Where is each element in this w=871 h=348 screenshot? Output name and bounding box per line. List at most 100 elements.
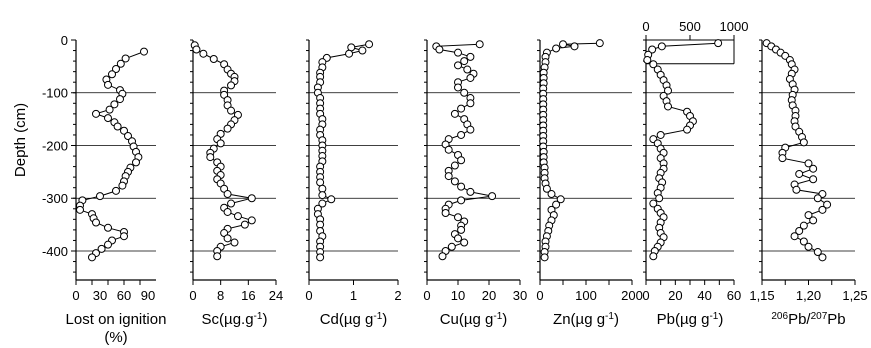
data-point bbox=[466, 187, 475, 196]
x-tick-label: 0 bbox=[423, 288, 430, 303]
data-point bbox=[460, 57, 469, 66]
data-point bbox=[206, 153, 215, 162]
data-point bbox=[435, 45, 444, 54]
axis-title-text: ) bbox=[262, 311, 267, 328]
x-tick-label: 60 bbox=[727, 288, 741, 303]
data-point bbox=[466, 99, 475, 108]
data-point bbox=[809, 164, 818, 173]
data-point bbox=[823, 200, 832, 209]
y-tick-label: 0 bbox=[61, 33, 68, 48]
data-point bbox=[791, 122, 800, 131]
data-point bbox=[108, 70, 116, 79]
axis-title-text: ) bbox=[614, 311, 619, 328]
data-point bbox=[804, 211, 813, 220]
data-point bbox=[76, 205, 84, 214]
data-point bbox=[199, 49, 208, 58]
x-tick-label: 0 bbox=[536, 288, 543, 303]
data-point bbox=[118, 181, 127, 190]
data-point bbox=[466, 52, 475, 61]
data-point bbox=[813, 194, 822, 203]
data-point bbox=[450, 177, 459, 186]
data-point bbox=[112, 65, 120, 74]
data-point bbox=[595, 39, 604, 48]
data-point bbox=[441, 209, 450, 218]
data-point bbox=[97, 244, 106, 253]
data-point bbox=[649, 199, 658, 208]
data-point bbox=[457, 156, 466, 165]
x-tick-label: 0 bbox=[642, 288, 649, 303]
x-tick-label: 16 bbox=[241, 288, 255, 303]
x-axis-title: Cu(µg g-1) bbox=[440, 311, 508, 329]
data-point bbox=[140, 47, 148, 56]
data-point bbox=[488, 192, 497, 201]
data-point bbox=[104, 240, 112, 249]
data-point bbox=[113, 122, 122, 131]
data-point bbox=[475, 40, 484, 49]
data-point bbox=[233, 212, 242, 221]
data-point bbox=[444, 145, 453, 154]
axis-title-text: Cu(µg g bbox=[440, 311, 494, 328]
data-point bbox=[570, 42, 579, 51]
data-point bbox=[683, 125, 692, 134]
axis-title-text: Lost on ignition bbox=[66, 311, 167, 328]
x-tick-label: 40 bbox=[697, 288, 711, 303]
data-point bbox=[365, 40, 374, 49]
data-point bbox=[105, 105, 114, 114]
panel-1: 0 30 60 90 Lost on ignition(%) bbox=[66, 39, 167, 346]
x-tick-label: 30 bbox=[93, 288, 107, 303]
data-point bbox=[795, 169, 804, 178]
axis-title-sup: 207 bbox=[811, 311, 828, 322]
axis-title-text: ) bbox=[382, 311, 387, 328]
data-point bbox=[192, 45, 201, 54]
data-point bbox=[457, 182, 466, 191]
x-axis-title: 206Pb/207Pb bbox=[771, 311, 845, 329]
axis-title-text: Sc(µg.g bbox=[202, 311, 254, 328]
data-point bbox=[804, 242, 813, 251]
data-point bbox=[547, 190, 556, 199]
data-point bbox=[664, 86, 672, 95]
data-point bbox=[223, 234, 232, 243]
axis-title-sup: -1 bbox=[254, 311, 263, 322]
data-point bbox=[132, 158, 140, 167]
x-tick-label: 20 bbox=[668, 288, 682, 303]
data-point bbox=[460, 88, 469, 97]
y-tick-label: -200 bbox=[42, 138, 68, 153]
data-point bbox=[112, 186, 120, 195]
axis-title-sup: 206 bbox=[771, 311, 788, 322]
data-point bbox=[656, 130, 665, 139]
data-point bbox=[466, 73, 475, 82]
x-tick-label: 0 bbox=[189, 288, 196, 303]
data-point bbox=[649, 252, 658, 261]
x-axis-title: Zn(µg g-1) bbox=[553, 311, 619, 329]
top-tick-label: 500 bbox=[679, 19, 701, 34]
axis-title-sup: -1 bbox=[373, 311, 382, 322]
data-point bbox=[318, 191, 327, 200]
x-tick-label: 2 bbox=[394, 288, 401, 303]
data-point bbox=[447, 242, 456, 251]
x-tick-label: 0 bbox=[305, 288, 312, 303]
inset-data-point bbox=[643, 56, 652, 65]
x-tick-label: 30 bbox=[513, 288, 527, 303]
data-point bbox=[457, 130, 466, 139]
data-point bbox=[664, 102, 672, 111]
panel-4: 0 10 20 30 Cu(µg g-1) bbox=[423, 39, 527, 329]
data-point bbox=[318, 199, 327, 208]
x-tick-label: 8 bbox=[217, 288, 224, 303]
data-point bbox=[104, 114, 112, 123]
data-point bbox=[457, 196, 466, 205]
x-tick-label: 24 bbox=[269, 288, 283, 303]
data-point bbox=[790, 232, 799, 241]
data-point bbox=[316, 253, 325, 262]
data-point bbox=[457, 104, 466, 113]
data-point bbox=[799, 138, 808, 147]
x-axis-unit: (%) bbox=[104, 329, 127, 346]
data-point bbox=[240, 220, 249, 229]
data-point bbox=[818, 253, 827, 262]
data-point bbox=[216, 139, 225, 148]
x-tick-label: 20 bbox=[482, 288, 496, 303]
panel-7: 1,15 1,20 1,25 206Pb/207Pb bbox=[749, 39, 868, 329]
x-axis-title: Sc(µg.g-1) bbox=[202, 311, 268, 329]
data-point bbox=[223, 207, 232, 216]
y-axis-title: Depth (cm) bbox=[12, 103, 29, 177]
